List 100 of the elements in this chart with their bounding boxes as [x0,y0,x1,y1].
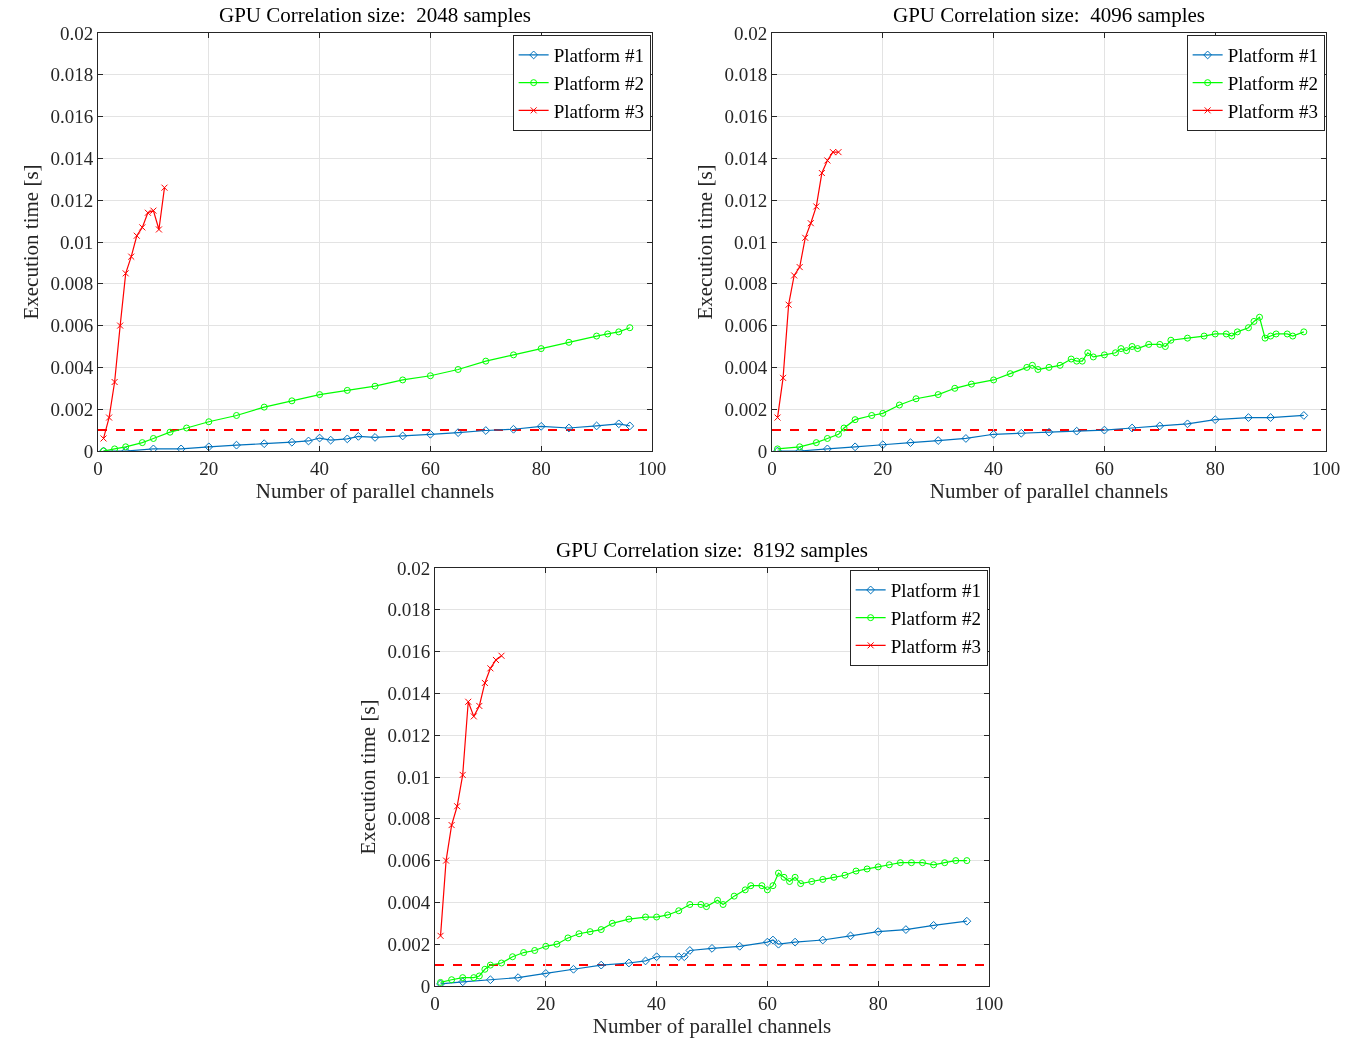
point [593,332,601,340]
y-tick-label: 0.014 [724,148,768,170]
point [779,374,787,382]
x-tick-label: 20 [536,992,556,1014]
point [1084,349,1092,357]
y-tick-label: 0.014 [50,148,94,170]
y-axis-title: Execution time [s] [355,699,380,855]
point [1266,413,1275,422]
point [509,953,517,961]
point [370,433,380,442]
point [481,426,491,435]
point [520,949,528,957]
point [116,322,124,330]
point [625,915,633,923]
x-tick-label: 60 [757,992,777,1014]
y-tick-label: 0.02 [396,557,431,579]
point [625,421,635,431]
point [398,431,408,441]
point [541,969,551,978]
point [481,679,489,687]
point [149,434,157,442]
point [470,712,478,720]
point [1228,332,1236,340]
point [686,900,694,908]
x-tick-label: 100 [1311,457,1341,479]
point [1145,340,1153,348]
point [907,859,915,867]
y-tick-label: 0.004 [387,892,431,914]
point [464,698,472,706]
x-tick-label: 40 [647,992,667,1014]
point [896,859,904,867]
point [1184,334,1191,342]
y-tick-label: 0.004 [50,357,94,379]
point [615,328,623,336]
point [497,959,505,967]
point [597,926,605,934]
x-tick-label: 80 [868,992,888,1014]
legend-label: Platform #3 [553,100,644,122]
point [906,438,915,448]
point [878,440,888,450]
x-axis-title: Number of parallel channels [929,478,1169,503]
point [183,424,191,432]
point [818,169,826,177]
x-tick-label: 20 [199,457,219,479]
point [1078,357,1086,365]
point [707,943,717,953]
y-tick-label: 0.012 [724,189,768,211]
point [304,436,313,446]
point [951,384,959,392]
point [553,940,561,948]
point [342,434,352,444]
point [834,430,842,438]
point [1272,330,1280,338]
point [807,219,815,227]
point [510,351,517,359]
point [1006,370,1014,378]
point [475,702,483,710]
point [730,892,738,900]
point [919,859,927,867]
point [624,958,634,968]
point [1117,345,1125,353]
y-tick-label: 0.004 [724,357,768,379]
point [486,975,495,985]
point [569,964,578,974]
point [497,652,505,660]
y-tick-label: 0.01 [396,766,431,788]
chart-title: GPU Correlation size: 8192 samples [556,538,869,562]
legend-label: Platform #2 [553,73,644,95]
point [1016,428,1026,438]
point [1250,317,1258,325]
point [747,882,755,890]
point [758,882,766,890]
y-tick-label: 0.018 [50,64,94,86]
legend-label: Platform #3 [890,635,981,657]
y-tick-label: 0.008 [387,808,431,830]
point [542,942,550,950]
point [850,442,860,451]
x-tick-label: 20 [873,457,893,479]
y-tick-label: 0.02 [59,22,94,44]
y-tick-label: 0.012 [50,189,94,211]
point [963,857,971,865]
legend-label: Platform #1 [553,45,644,67]
point [714,896,722,904]
point [486,664,494,672]
y-tick-label: 0.018 [387,599,431,621]
point [575,930,583,938]
point [1299,411,1309,420]
point [608,919,616,927]
point [453,428,463,438]
point [149,444,158,451]
point [1155,421,1165,431]
x-tick-label: 80 [1205,457,1225,479]
point [259,439,269,449]
point [769,882,777,890]
point [780,873,788,881]
point [808,878,816,885]
point [774,869,782,877]
point [399,376,407,384]
chart-title: GPU Correlation size: 4096 samples [893,3,1206,27]
point [664,911,672,919]
